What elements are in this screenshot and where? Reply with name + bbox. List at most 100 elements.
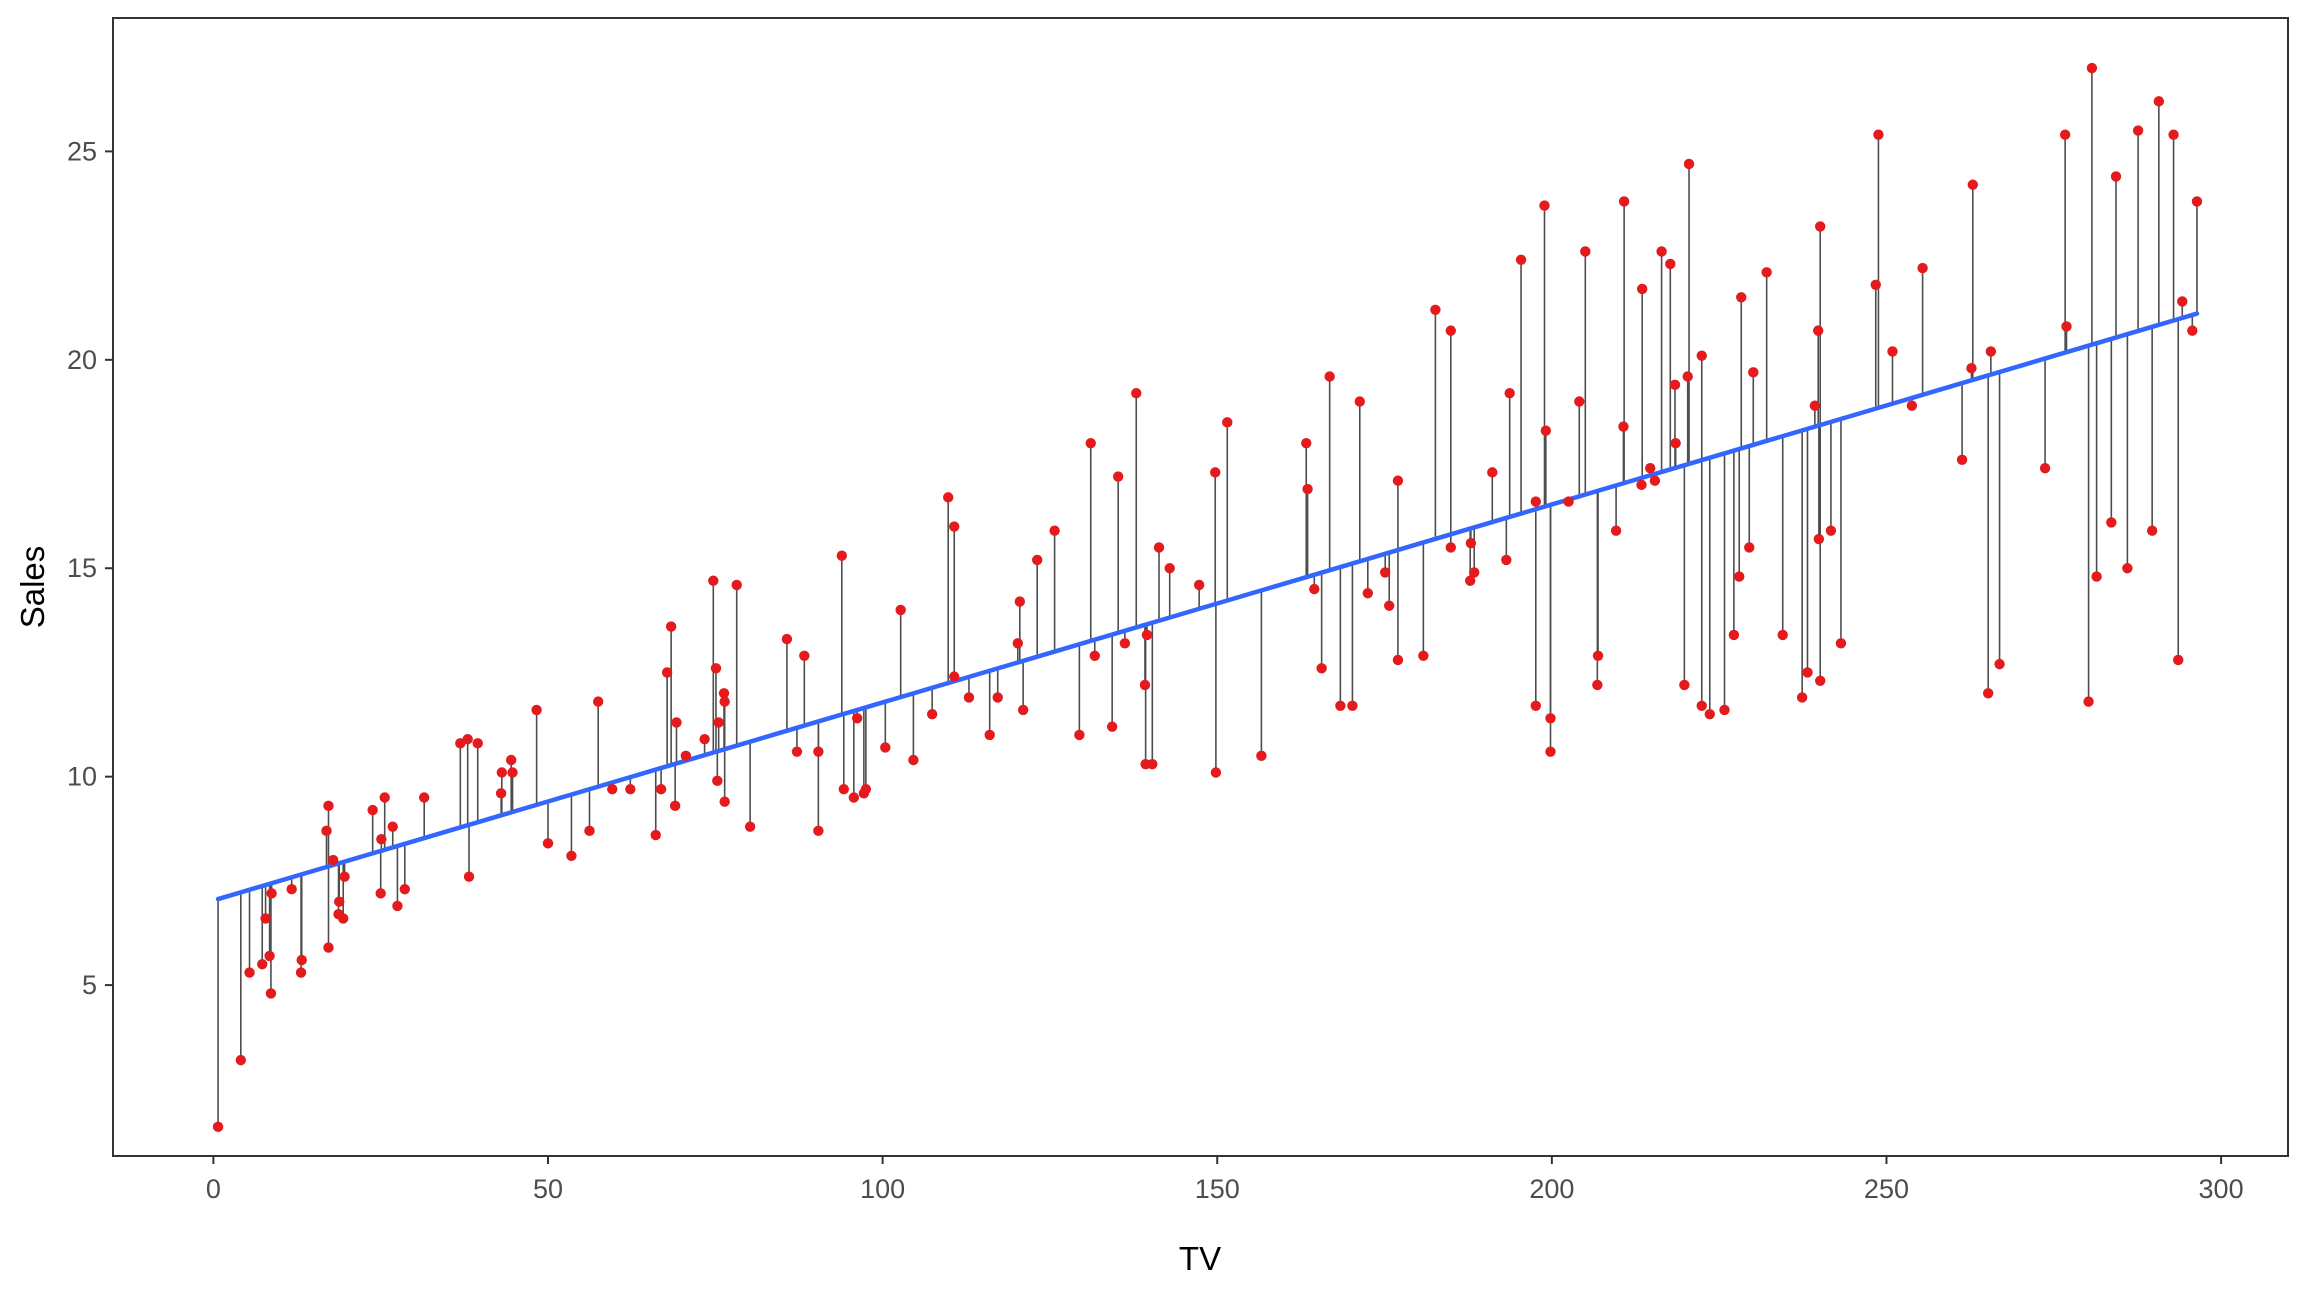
data-point xyxy=(566,850,577,862)
data-point xyxy=(781,633,793,645)
data-point xyxy=(836,550,847,561)
data-point xyxy=(507,767,518,778)
data-point xyxy=(680,750,692,762)
data-point xyxy=(1141,629,1153,641)
data-point xyxy=(2191,196,2203,207)
data-point xyxy=(1873,129,1884,140)
data-point xyxy=(1580,246,1591,257)
data-point xyxy=(1074,729,1085,741)
data-point xyxy=(880,742,891,753)
data-point xyxy=(1669,379,1681,391)
data-point xyxy=(1887,346,1898,357)
data-point xyxy=(1592,679,1603,691)
data-point xyxy=(671,717,682,728)
data-point xyxy=(1956,454,1968,466)
data-point xyxy=(2110,171,2122,182)
data-point xyxy=(265,988,277,999)
data-point xyxy=(848,792,860,803)
data-point xyxy=(327,854,339,866)
x-tick-label: 150 xyxy=(1195,1174,1240,1204)
data-point xyxy=(713,717,724,728)
data-point xyxy=(1430,304,1441,315)
data-point xyxy=(1649,475,1661,486)
data-point xyxy=(860,783,872,795)
data-point xyxy=(1380,567,1391,578)
data-point xyxy=(731,579,742,591)
data-point xyxy=(1106,721,1118,732)
data-point xyxy=(379,792,390,803)
data-point xyxy=(1636,479,1647,491)
data-point xyxy=(650,829,661,841)
data-point xyxy=(2173,654,2184,666)
data-point xyxy=(212,1121,224,1133)
data-point xyxy=(607,783,618,795)
regression-line-group xyxy=(215,311,2200,902)
data-point xyxy=(235,1054,247,1066)
data-point xyxy=(813,825,824,837)
data-point xyxy=(851,713,863,724)
data-point xyxy=(1719,704,1730,716)
data-point xyxy=(418,792,430,803)
data-point xyxy=(669,800,681,812)
data-point xyxy=(1870,279,1881,290)
data-point xyxy=(1665,258,1676,270)
x-tick-label: 200 xyxy=(1529,1174,1574,1204)
data-point xyxy=(1592,650,1604,661)
x-axis-title: TV xyxy=(1179,1240,1221,1277)
y-axis-title: Sales xyxy=(14,546,51,629)
regression-line xyxy=(215,311,2200,902)
data-point xyxy=(1362,588,1374,599)
data-point xyxy=(655,783,667,795)
data-point xyxy=(791,746,803,757)
data-point xyxy=(799,650,810,661)
data-point xyxy=(1465,538,1477,549)
x-tick-label: 50 xyxy=(533,1174,563,1204)
data-point xyxy=(1670,437,1681,449)
data-point xyxy=(323,942,334,953)
data-point xyxy=(1210,467,1221,478)
data-point xyxy=(244,967,255,978)
data-point xyxy=(1967,179,1978,190)
data-point xyxy=(264,950,275,962)
data-point xyxy=(1906,400,1918,411)
data-point xyxy=(1656,246,1667,257)
data-point xyxy=(710,663,722,674)
data-point xyxy=(1982,688,1994,699)
data-point xyxy=(592,696,604,707)
data-point xyxy=(1302,483,1313,495)
y-tick-label: 10 xyxy=(67,762,97,792)
data-point xyxy=(1825,525,1837,536)
data-point xyxy=(1309,583,1320,595)
data-point xyxy=(1696,700,1707,712)
data-point xyxy=(2059,129,2071,140)
data-point xyxy=(1545,746,1556,757)
data-point xyxy=(1469,567,1480,578)
data-point xyxy=(1540,425,1552,436)
data-point xyxy=(1501,554,1512,566)
data-point xyxy=(1618,196,1630,207)
data-point xyxy=(1089,650,1100,661)
data-point xyxy=(1347,700,1358,712)
data-point xyxy=(1139,679,1151,691)
data-point xyxy=(375,888,386,899)
data-point xyxy=(2086,62,2098,74)
x-tick-label: 250 xyxy=(1864,1174,1909,1204)
data-point xyxy=(472,738,483,749)
data-point xyxy=(1445,325,1456,336)
data-point xyxy=(992,692,1003,703)
data-point xyxy=(463,871,475,882)
data-point xyxy=(323,800,334,812)
data-point xyxy=(1530,700,1541,712)
data-point xyxy=(584,825,595,837)
data-point xyxy=(1515,254,1527,265)
data-point xyxy=(1815,221,1826,232)
data-point xyxy=(1796,692,1808,703)
data-point xyxy=(1761,267,1772,278)
data-point xyxy=(2106,517,2117,528)
data-point xyxy=(661,667,673,678)
data-point xyxy=(1131,387,1142,399)
data-point xyxy=(1696,350,1707,361)
data-point xyxy=(295,967,307,978)
data-point xyxy=(376,833,387,845)
data-point xyxy=(2153,96,2165,107)
